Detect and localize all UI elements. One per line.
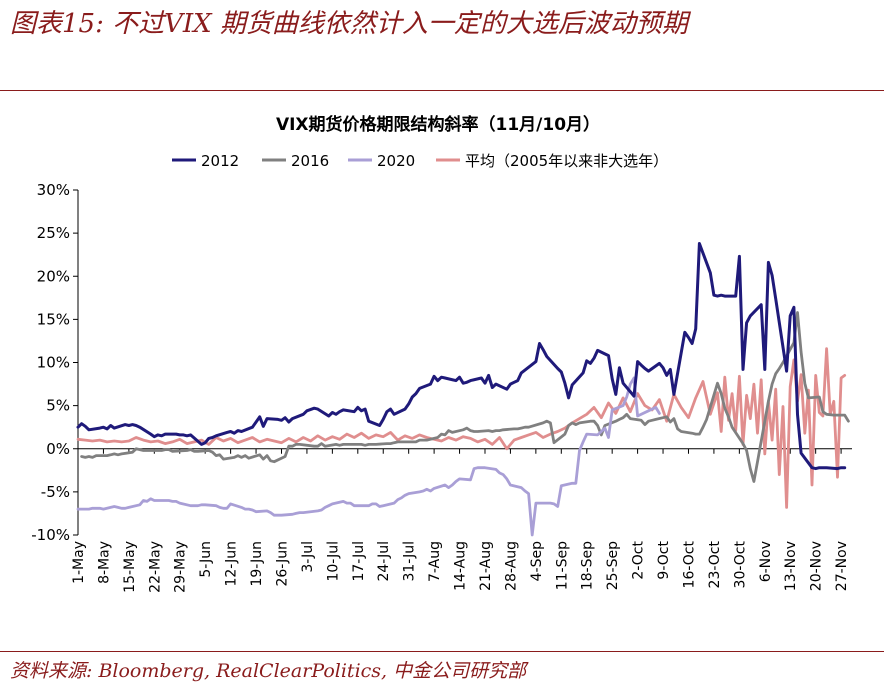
- x-tick-label: 23-Oct: [707, 540, 723, 588]
- source-rule: [0, 651, 884, 652]
- y-tick-label: 10%: [37, 354, 70, 372]
- x-tick-label: 10-Jul: [325, 541, 341, 582]
- x-tick-label: 20-Nov: [809, 541, 825, 591]
- y-tick-label: -5%: [41, 483, 70, 501]
- series-line-average: [76, 347, 847, 509]
- x-tick-label: 6-Nov: [758, 541, 774, 582]
- series-line-2012: [76, 242, 847, 471]
- x-tick-label: 19-Jun: [249, 541, 265, 587]
- y-tick-label: 20%: [37, 267, 70, 285]
- x-tick-label: 12-Jun: [224, 541, 240, 587]
- legend-item-average: 平均（2005年以来非大选年）: [436, 152, 668, 170]
- x-tick-label: 22-May: [147, 541, 163, 593]
- x-tick-label: 14-Aug: [453, 541, 469, 591]
- x-tick-label: 5-Jun: [198, 541, 214, 578]
- x-tick-label: 25-Sep: [605, 541, 621, 590]
- x-tick-label: 1-May: [71, 541, 87, 584]
- y-tick-label: 15%: [37, 310, 70, 328]
- legend-item-2012: 2012: [172, 152, 239, 170]
- x-tick-label: 8-May: [96, 541, 112, 584]
- x-tick-label: 9-Oct: [656, 540, 672, 579]
- y-tick-label: 5%: [46, 397, 70, 415]
- x-tick-label: 11-Sep: [554, 541, 570, 590]
- title-rule: [0, 90, 884, 91]
- x-tick-label: 16-Oct: [681, 540, 697, 588]
- series-line-2020: [76, 376, 661, 537]
- x-tick-label: 7-Aug: [427, 541, 443, 582]
- legend-label: 平均（2005年以来非大选年）: [465, 152, 668, 170]
- x-tick-label: 27-Nov: [834, 541, 850, 591]
- legend-item-2020: 2020: [348, 152, 415, 170]
- y-tick-label: 0%: [46, 440, 70, 458]
- y-tick-label: -10%: [31, 526, 70, 544]
- series-line-2016: [80, 311, 850, 483]
- y-tick-label: 30%: [37, 181, 70, 199]
- x-tick-label: 21-Aug: [478, 541, 494, 591]
- x-tick-label: 17-Jul: [351, 541, 367, 582]
- x-tick-label: 31-Jul: [402, 541, 418, 582]
- x-tick-label: 29-May: [173, 541, 189, 593]
- x-tick-label: 28-Aug: [503, 541, 519, 591]
- x-axis: 1-May 8-May 15-May 22-May 29-May 5-Jun 12-Jun 1…: [71, 448, 852, 593]
- legend-label: 2020: [377, 152, 415, 170]
- y-axis: -10% -5% 0% 5% 10% 15% 20% 25% 30%: [31, 181, 79, 544]
- x-tick-label: 26-Jun: [274, 541, 290, 587]
- y-tick-label: 25%: [37, 224, 70, 242]
- legend: 2012 2016 2020 平均（2005年以来非大选年）: [172, 152, 668, 170]
- x-tick-label: 30-Oct: [732, 540, 748, 588]
- legend-label: 2012: [201, 152, 239, 170]
- x-tick-label: 24-Jul: [376, 541, 392, 582]
- vix-term-structure-chart: VIX期货价格期限结构斜率（11月/10月） 2012 2016 2020 平均（20…: [31, 114, 852, 593]
- legend-item-2016: 2016: [262, 152, 329, 170]
- figure-title: 图表15: 不过VIX 期货曲线依然计入一定的大选后波动预期: [10, 9, 688, 39]
- chart-title: VIX期货价格期限结构斜率（11月/10月）: [276, 114, 600, 135]
- x-tick-label: 2-Oct: [631, 540, 647, 579]
- x-tick-label: 18-Sep: [580, 541, 596, 590]
- series-layer: [76, 242, 850, 537]
- x-tick-label: 4-Sep: [529, 541, 545, 581]
- x-tick-label: 13-Nov: [783, 541, 799, 591]
- x-tick-label: 15-May: [122, 541, 138, 593]
- x-tick-label: 3-Jul: [300, 541, 316, 573]
- legend-label: 2016: [291, 152, 329, 170]
- source-note: 资料来源: Bloomberg, RealClearPolitics, 中金公司…: [10, 660, 527, 682]
